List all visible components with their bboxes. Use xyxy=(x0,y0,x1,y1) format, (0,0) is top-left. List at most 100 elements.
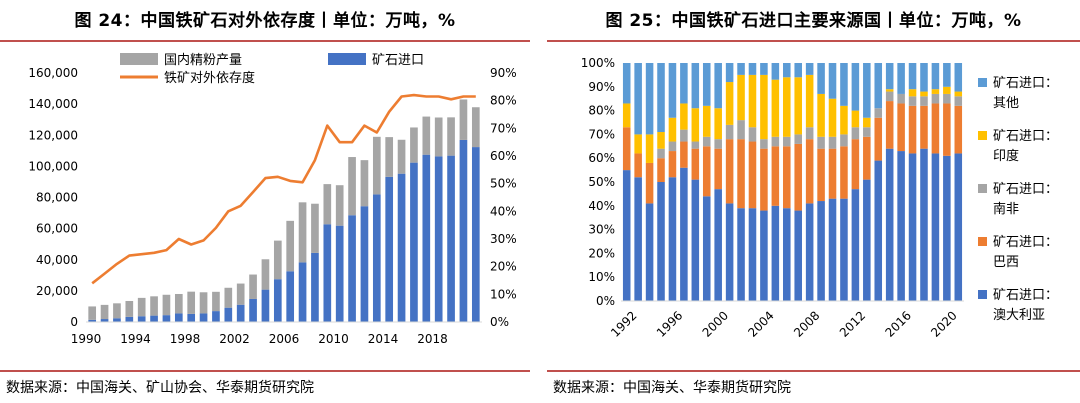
figure-25-source: 数据来源：中国海关、华泰期货研究院 xyxy=(553,380,791,396)
bar-segment-australia xyxy=(645,203,654,301)
bar-import xyxy=(360,206,369,322)
y2-tick-label: 50% xyxy=(490,177,517,191)
bar-segment-australia xyxy=(817,201,825,301)
bar-segment-others xyxy=(702,63,711,106)
bar-segment-australia xyxy=(657,182,665,301)
bar-segment-brazil xyxy=(691,148,700,180)
bar-segment-others xyxy=(714,63,722,109)
bar-segment-others xyxy=(760,63,768,75)
figure-25-top-rule xyxy=(547,40,1080,42)
y-tick-label: 60,000 xyxy=(36,222,78,236)
bar-segment-brazil xyxy=(783,146,791,209)
bar-segment-others xyxy=(885,63,894,90)
bar-segment-south-africa xyxy=(828,136,837,149)
bar-segment-others xyxy=(817,63,825,94)
bar-segment-india xyxy=(954,91,963,97)
bar-import xyxy=(422,154,431,322)
bar-segment-australia xyxy=(622,170,631,301)
bar-segment-australia xyxy=(931,153,940,301)
bar-import xyxy=(137,316,146,322)
bar-domestic xyxy=(125,300,134,317)
bar-segment-brazil xyxy=(668,151,677,178)
bar-segment-others xyxy=(874,63,883,109)
figure-25-panel: 图 25：中国铁矿石进口主要来源国丨单位：万吨，% 0% 10% 20% 30% 40%… xyxy=(547,0,1080,403)
bar-segment-brazil xyxy=(897,103,905,152)
bar-segment-brazil xyxy=(748,141,757,209)
bar-segment-brazil xyxy=(828,148,837,199)
bar-domestic xyxy=(459,99,468,140)
bar-segment-south-africa xyxy=(760,139,768,149)
bar-segment-others xyxy=(645,63,654,135)
y-tick-label: 100% xyxy=(581,56,615,70)
figure-25-title: 图 25：中国铁矿石进口主要来源国丨单位：万吨，% xyxy=(605,11,1022,31)
bar-segment-others xyxy=(897,63,905,94)
bar-segment-south-africa xyxy=(817,136,825,149)
x-tick-label: 2004 xyxy=(745,308,776,339)
bar-segment-south-africa xyxy=(840,134,848,147)
bar-domestic xyxy=(88,306,97,320)
bar-import xyxy=(125,316,134,322)
legend-swatch-import xyxy=(328,53,366,65)
x-tick-label: 2016 xyxy=(883,308,914,339)
bar-segment-australia xyxy=(828,198,837,301)
bar-segment-india xyxy=(863,117,871,128)
bar-segment-south-africa xyxy=(954,96,963,106)
bar-domestic xyxy=(100,304,109,320)
dependency-chart: 0 20,000 40,000 60,000 80,000 100,000 120,000 1… xyxy=(28,52,517,346)
legend-label-import: 矿石进口 xyxy=(372,53,424,68)
bar-segment-brazil xyxy=(794,143,802,211)
bar-segment-australia xyxy=(725,203,734,301)
y-tick-label: 80% xyxy=(588,104,615,118)
bar-segment-australia xyxy=(760,210,768,301)
x-tick-label: 1994 xyxy=(120,332,151,346)
bar-segment-india xyxy=(760,74,768,140)
legend-label-australia-line2: 澳大利亚 xyxy=(993,307,1045,323)
x-tick-label: 2012 xyxy=(837,308,868,339)
bar-segment-south-africa xyxy=(771,136,780,147)
bar-domestic xyxy=(311,203,319,253)
y-tick-label: 0% xyxy=(596,294,615,308)
bar-segment-brazil xyxy=(714,148,722,190)
legend-label-domestic: 国内精粉产量 xyxy=(164,52,242,68)
bar-domestic xyxy=(397,139,406,174)
bar-segment-australia xyxy=(702,196,711,301)
legend-label-south-africa-line1: 矿石进口： xyxy=(993,182,1058,197)
bar-segment-brazil xyxy=(634,153,642,178)
legend-label-dependency: 铁矿对外依存度 xyxy=(164,70,255,86)
bar-import xyxy=(298,262,307,322)
bar-segment-south-africa xyxy=(702,136,711,147)
bar-segment-brazil xyxy=(908,105,917,154)
bar-segment-india xyxy=(634,134,642,154)
bar-segment-brazil xyxy=(680,141,688,168)
bar-domestic xyxy=(174,293,183,314)
bar-segment-others xyxy=(691,63,700,109)
y2-tick-label: 80% xyxy=(490,94,517,108)
bar-domestic xyxy=(323,184,332,225)
bar-import xyxy=(162,315,171,322)
bar-import xyxy=(187,313,196,322)
bar-segment-australia xyxy=(851,189,860,301)
bar-segment-others xyxy=(725,63,734,83)
bar-segment-india xyxy=(714,108,722,140)
bar-import xyxy=(372,194,381,322)
bar-segment-south-africa xyxy=(885,91,894,102)
bar-segment-india xyxy=(817,93,825,137)
x-tick-label: 2008 xyxy=(791,308,822,339)
bar-segment-india xyxy=(702,105,711,137)
x-tick-label: 2000 xyxy=(700,308,731,339)
x-tick-label: 1996 xyxy=(654,308,685,339)
x-tick-label: 1998 xyxy=(170,332,201,346)
bar-segment-australia xyxy=(840,198,848,301)
bar-segment-australia xyxy=(805,203,814,301)
legend-swatch-south-africa xyxy=(978,184,987,193)
bar-import xyxy=(348,215,356,322)
bar-segment-south-africa xyxy=(737,120,745,140)
bar-domestic xyxy=(224,287,233,308)
bar-segment-india xyxy=(725,82,734,125)
bar-import xyxy=(100,319,109,322)
bar-domestic xyxy=(261,259,270,290)
bar-domestic xyxy=(150,296,158,316)
bar-segment-india xyxy=(840,105,848,135)
bar-domestic xyxy=(447,117,455,156)
x-tick-label: 2014 xyxy=(368,332,399,346)
